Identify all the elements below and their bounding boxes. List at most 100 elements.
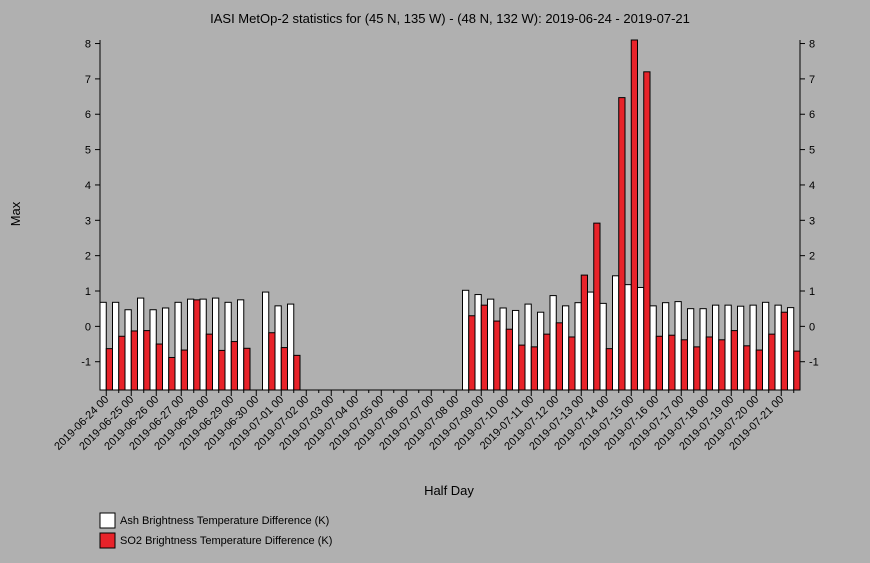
bar: [193, 299, 201, 391]
legend-label: Ash Brightness Temperature Difference (K…: [120, 515, 329, 527]
bar: [755, 349, 763, 391]
bar: [112, 301, 120, 391]
bar: [174, 301, 182, 391]
bar: [262, 291, 270, 391]
bar: [518, 344, 526, 391]
bar: [718, 339, 726, 391]
y-tick-label: 4: [85, 180, 91, 192]
bar: [774, 304, 782, 391]
bar: [787, 307, 795, 391]
bar: [212, 297, 220, 391]
bar: [480, 304, 488, 391]
bar: [530, 346, 538, 391]
y2-tick-label: 0: [809, 321, 815, 333]
bar: [687, 308, 695, 391]
bar: [543, 333, 551, 391]
bar: [218, 349, 226, 391]
bar: [162, 307, 170, 391]
bar: [512, 309, 520, 391]
bar: [199, 298, 207, 391]
bar: [505, 328, 513, 391]
bar: [124, 309, 132, 391]
y2-tick-label: 7: [809, 74, 815, 86]
bar: [137, 297, 145, 391]
bar: [680, 339, 688, 391]
bar: [649, 305, 657, 391]
y2-tick-label: -1: [809, 357, 819, 369]
y2-tick-label: 3: [809, 215, 815, 227]
legend-label: SO2 Brightness Temperature Difference (K…: [120, 535, 332, 547]
bar: [668, 334, 676, 391]
bar: [243, 347, 251, 391]
y-tick-label: -1: [81, 357, 91, 369]
bar: [155, 343, 163, 391]
bar: [499, 307, 507, 391]
y-tick-label: 8: [85, 39, 91, 51]
bar: [462, 289, 470, 391]
bar: [280, 347, 288, 391]
bar: [730, 330, 738, 391]
y-tick-label: 5: [85, 145, 91, 157]
bar: [624, 284, 632, 391]
y2-tick-label: 5: [809, 145, 815, 157]
bar: [662, 302, 670, 391]
bar: [555, 322, 563, 391]
bar: [487, 298, 495, 391]
bar: [605, 348, 613, 391]
bar: [537, 311, 545, 391]
legend-swatch: [99, 512, 116, 529]
bar: [149, 309, 157, 391]
bar: [168, 356, 176, 391]
bar: [637, 286, 645, 391]
y2-tick-label: 1: [809, 286, 815, 298]
bar: [724, 304, 732, 391]
y-tick-label: 0: [85, 321, 91, 333]
bar: [630, 39, 638, 391]
y2-tick-label: 6: [809, 109, 815, 121]
chart-title: IASI MetOp-2 statistics for (45 N, 135 W…: [210, 11, 690, 26]
bar: [643, 71, 651, 391]
bar: [205, 333, 213, 391]
bar: [118, 335, 126, 391]
bar: [743, 345, 751, 391]
bar: [699, 308, 707, 391]
bar: [599, 302, 607, 391]
bar: [712, 304, 720, 391]
y-tick-label: 6: [85, 109, 91, 121]
bar: [574, 302, 582, 391]
y-tick-label: 3: [85, 215, 91, 227]
y-tick-label: 2: [85, 251, 91, 263]
y-tick-label: 7: [85, 74, 91, 86]
bar: [287, 303, 295, 391]
y2-tick-label: 8: [809, 39, 815, 51]
bar: [493, 320, 501, 391]
bar: [562, 305, 570, 391]
bar: [618, 97, 626, 391]
bar: [612, 275, 620, 391]
bar: [224, 301, 232, 391]
bar: [105, 348, 113, 391]
bar: [693, 346, 701, 391]
y-axis-label: Max: [8, 201, 23, 226]
bar: [705, 336, 713, 391]
bar: [143, 330, 151, 391]
bar: [293, 354, 301, 391]
y2-tick-label: 2: [809, 251, 815, 263]
bar: [580, 274, 588, 391]
bar: [274, 305, 282, 391]
bar: [762, 301, 770, 391]
bar: [230, 341, 238, 391]
bar: [549, 295, 557, 391]
x-axis-label: Half Day: [424, 483, 474, 498]
bar: [130, 330, 138, 391]
bar: [655, 335, 663, 391]
bar: [749, 304, 757, 391]
bar: [587, 291, 595, 391]
bar: [768, 333, 776, 391]
y-tick-label: 1: [85, 286, 91, 298]
bar: [568, 336, 576, 391]
bar: [468, 315, 476, 391]
bar: [593, 222, 601, 391]
bar: [237, 299, 245, 391]
